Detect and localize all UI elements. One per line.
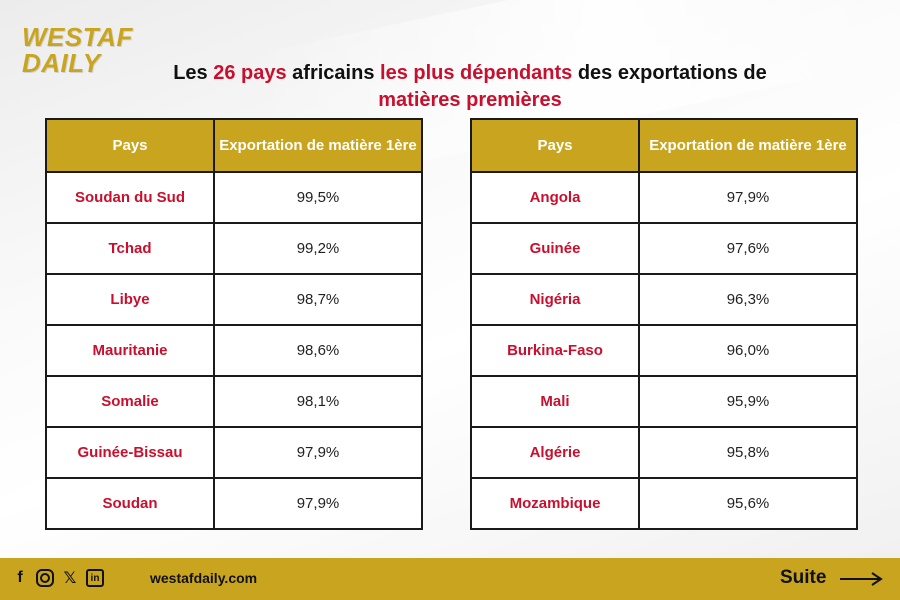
value-cell: 95,9% [638, 375, 858, 428]
arrow-right-icon[interactable] [840, 571, 884, 587]
table-row: Guinée-Bissau 97,9% [45, 426, 423, 479]
country-cell: Angola [470, 171, 640, 224]
country-cell: Soudan [45, 477, 215, 530]
brand-logo-line2: DAILY [22, 48, 101, 78]
country-cell: Somalie [45, 375, 215, 428]
value-cell: 97,6% [638, 222, 858, 275]
table-row: Somalie 98,1% [45, 375, 423, 428]
value-cell: 95,8% [638, 426, 858, 479]
page-title: Les 26 pays africains les plus dépendant… [150, 60, 790, 114]
table-left: Pays Exportation de matière 1ère Soudan … [45, 118, 423, 530]
x-icon[interactable]: 𝕏 [63, 570, 77, 587]
country-cell: Mauritanie [45, 324, 215, 377]
country-cell: Soudan du Sud [45, 171, 215, 224]
website-link[interactable]: westafdaily.com [150, 570, 258, 586]
table-row: Nigéria 96,3% [470, 273, 858, 326]
table-row: Algérie 95,8% [470, 426, 858, 479]
brand-logo-line1: WESTAF [22, 22, 133, 52]
country-cell: Mozambique [470, 477, 640, 530]
country-cell: Burkina-Faso [470, 324, 640, 377]
country-cell: Libye [45, 273, 215, 326]
table-row: Libye 98,7% [45, 273, 423, 326]
social-links: f 𝕏 in [10, 567, 104, 589]
column-header-country: Pays [45, 118, 215, 173]
title-highlight-dependent: les plus dépendants [380, 62, 573, 84]
linkedin-icon[interactable]: in [86, 569, 104, 587]
table-row: Mali 95,9% [470, 375, 858, 428]
title-part: africains [286, 62, 381, 84]
value-cell: 97,9% [213, 477, 423, 530]
table-row: Soudan du Sud 99,5% [45, 171, 423, 224]
title-highlight-commodities: matières premières [378, 89, 562, 111]
value-cell: 99,5% [213, 171, 423, 224]
instagram-icon[interactable] [36, 569, 54, 587]
table-row: Mozambique 95,6% [470, 477, 858, 530]
table-right: Pays Exportation de matière 1ère Angola 9… [470, 118, 858, 530]
column-header-export: Exportation de matière 1ère [213, 118, 423, 173]
table-row: Tchad 99,2% [45, 222, 423, 275]
value-cell: 97,9% [638, 171, 858, 224]
table-row: Mauritanie 98,6% [45, 324, 423, 377]
country-cell: Guinée-Bissau [45, 426, 215, 479]
table-header-row: Pays Exportation de matière 1ère [45, 118, 423, 173]
country-cell: Nigéria [470, 273, 640, 326]
country-cell: Mali [470, 375, 640, 428]
table-row: Guinée 97,6% [470, 222, 858, 275]
footer-bar: f 𝕏 in westafdaily.com Suite [0, 558, 900, 600]
country-cell: Guinée [470, 222, 640, 275]
value-cell: 97,9% [213, 426, 423, 479]
column-header-country: Pays [470, 118, 640, 173]
value-cell: 98,1% [213, 375, 423, 428]
title-part: des exportations de [572, 62, 767, 84]
value-cell: 98,6% [213, 324, 423, 377]
brand-logo[interactable]: WESTAF DAILY [22, 24, 142, 76]
table-row: Soudan 97,9% [45, 477, 423, 530]
value-cell: 95,6% [638, 477, 858, 530]
value-cell: 96,3% [638, 273, 858, 326]
title-highlight-count: 26 pays [213, 62, 287, 84]
column-header-export: Exportation de matière 1ère [638, 118, 858, 173]
value-cell: 98,7% [213, 273, 423, 326]
country-cell: Algérie [470, 426, 640, 479]
value-cell: 96,0% [638, 324, 858, 377]
table-row: Burkina-Faso 96,0% [470, 324, 858, 377]
country-cell: Tchad [45, 222, 215, 275]
value-cell: 99,2% [213, 222, 423, 275]
next-label[interactable]: Suite [780, 567, 827, 588]
title-part: Les [173, 62, 214, 84]
facebook-icon[interactable]: f [17, 569, 23, 586]
table-header-row: Pays Exportation de matière 1ère [470, 118, 858, 173]
table-row: Angola 97,9% [470, 171, 858, 224]
